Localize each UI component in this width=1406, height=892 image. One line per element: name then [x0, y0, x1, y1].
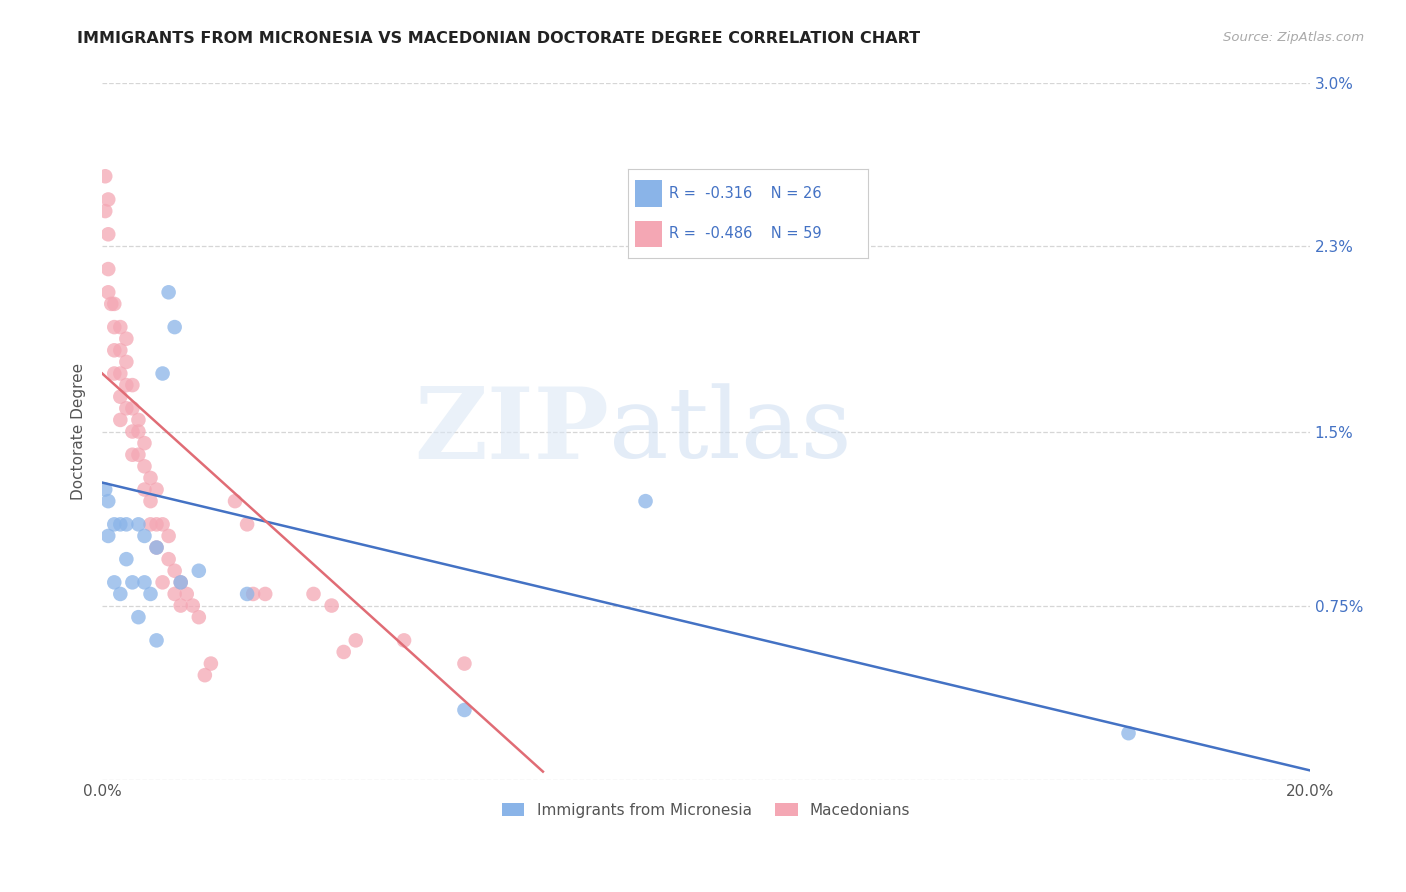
- Point: [121, 425, 143, 439]
- Point: [94, 204, 117, 219]
- Point: [134, 529, 156, 543]
- Point: [139, 494, 162, 508]
- Point: [145, 483, 167, 497]
- Text: ZIP: ZIP: [415, 383, 609, 480]
- Point: [121, 575, 143, 590]
- Point: [134, 436, 156, 450]
- Point: [115, 355, 138, 369]
- Point: [242, 587, 264, 601]
- Point: [97, 285, 120, 300]
- Point: [139, 471, 162, 485]
- Point: [163, 564, 186, 578]
- Point: [157, 529, 180, 543]
- Point: [115, 517, 138, 532]
- Point: [134, 483, 156, 497]
- Point: [194, 668, 217, 682]
- Point: [152, 575, 174, 590]
- Point: [302, 587, 325, 601]
- Legend: Immigrants from Micronesia, Macedonians: Immigrants from Micronesia, Macedonians: [495, 797, 917, 824]
- Point: [103, 517, 125, 532]
- Point: [224, 494, 246, 508]
- Point: [321, 599, 343, 613]
- Point: [134, 459, 156, 474]
- Point: [100, 297, 122, 311]
- Point: [115, 332, 138, 346]
- Point: [127, 610, 149, 624]
- Point: [170, 575, 193, 590]
- Point: [110, 367, 132, 381]
- Point: [453, 657, 475, 671]
- Point: [344, 633, 367, 648]
- Point: [110, 390, 132, 404]
- Point: [145, 541, 167, 555]
- Text: R =  -0.486    N = 59: R = -0.486 N = 59: [669, 226, 821, 241]
- Point: [115, 378, 138, 392]
- Point: [170, 599, 193, 613]
- Point: [103, 575, 125, 590]
- Point: [94, 169, 117, 184]
- Point: [236, 587, 259, 601]
- Text: IMMIGRANTS FROM MICRONESIA VS MACEDONIAN DOCTORATE DEGREE CORRELATION CHART: IMMIGRANTS FROM MICRONESIA VS MACEDONIAN…: [77, 31, 921, 46]
- Y-axis label: Doctorate Degree: Doctorate Degree: [72, 363, 86, 500]
- Point: [145, 633, 167, 648]
- Point: [127, 517, 149, 532]
- Point: [152, 367, 174, 381]
- Point: [121, 448, 143, 462]
- Point: [97, 193, 120, 207]
- Point: [1118, 726, 1140, 740]
- Point: [110, 587, 132, 601]
- Bar: [636, 180, 661, 207]
- Point: [200, 657, 222, 671]
- Point: [163, 320, 186, 334]
- Point: [103, 297, 125, 311]
- Point: [97, 494, 120, 508]
- Point: [187, 564, 209, 578]
- Point: [127, 413, 149, 427]
- Point: [97, 227, 120, 242]
- Point: [134, 575, 156, 590]
- Point: [254, 587, 277, 601]
- Point: [236, 517, 259, 532]
- Point: [110, 413, 132, 427]
- Point: [139, 587, 162, 601]
- Point: [115, 552, 138, 566]
- Point: [97, 529, 120, 543]
- Point: [157, 285, 180, 300]
- Point: [139, 517, 162, 532]
- Point: [127, 425, 149, 439]
- Text: R =  -0.316    N = 26: R = -0.316 N = 26: [669, 186, 821, 201]
- Text: Source: ZipAtlas.com: Source: ZipAtlas.com: [1223, 31, 1364, 45]
- Point: [181, 599, 204, 613]
- Point: [176, 587, 198, 601]
- Point: [332, 645, 354, 659]
- Point: [187, 610, 209, 624]
- Text: atlas: atlas: [609, 384, 852, 479]
- Point: [103, 320, 125, 334]
- Point: [453, 703, 475, 717]
- Point: [170, 575, 193, 590]
- Bar: [636, 220, 661, 247]
- Point: [152, 517, 174, 532]
- Point: [97, 262, 120, 277]
- Point: [121, 378, 143, 392]
- Point: [634, 494, 657, 508]
- Point: [157, 552, 180, 566]
- Point: [110, 343, 132, 358]
- Point: [103, 367, 125, 381]
- Point: [392, 633, 415, 648]
- Point: [110, 517, 132, 532]
- Point: [110, 320, 132, 334]
- Point: [121, 401, 143, 416]
- Point: [103, 343, 125, 358]
- Point: [145, 517, 167, 532]
- Point: [94, 483, 117, 497]
- Point: [127, 448, 149, 462]
- Point: [163, 587, 186, 601]
- Point: [115, 401, 138, 416]
- Point: [145, 541, 167, 555]
